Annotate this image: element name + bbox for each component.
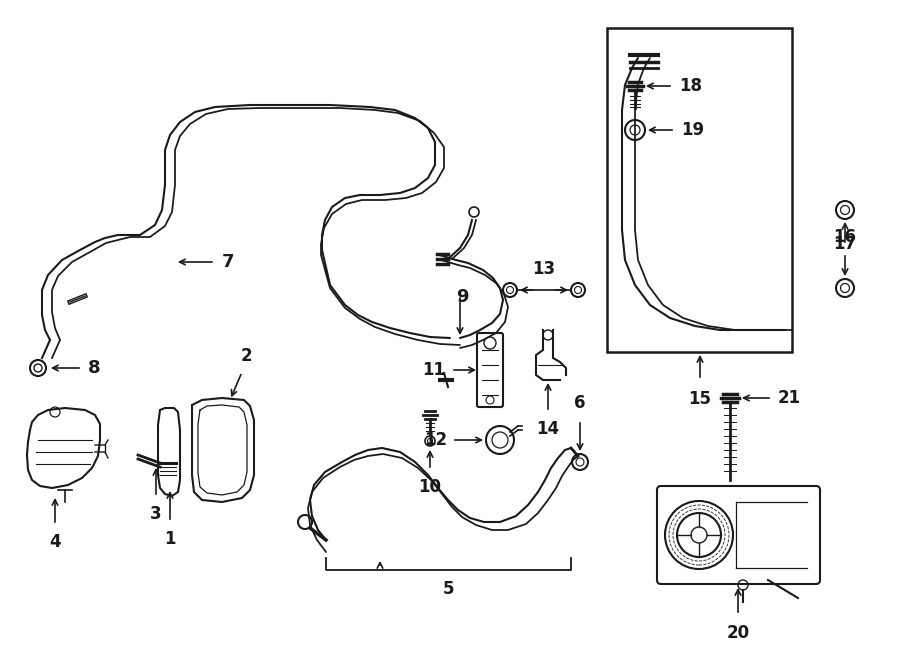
Text: 10: 10 [418,478,442,496]
Text: 13: 13 [533,260,555,278]
Text: 12: 12 [424,431,447,449]
Text: 1: 1 [165,530,176,548]
Bar [607,28,792,352]
Text: 7: 7 [222,253,235,271]
Text: 3: 3 [150,505,162,523]
Text: 19: 19 [681,121,704,139]
Text: 4: 4 [50,533,61,551]
Text: 16: 16 [833,228,857,246]
Text: 11: 11 [422,361,445,379]
Text: 15: 15 [688,390,712,408]
Text: 14: 14 [536,420,560,438]
Text: 17: 17 [833,235,857,253]
Text: 6: 6 [574,394,586,412]
Text: 2: 2 [240,347,252,365]
Text: 21: 21 [778,389,801,407]
Text: 5: 5 [442,580,454,598]
Text: 8: 8 [88,359,101,377]
Text: 20: 20 [726,624,750,642]
Text: 9: 9 [455,288,468,306]
Text: 18: 18 [679,77,702,95]
